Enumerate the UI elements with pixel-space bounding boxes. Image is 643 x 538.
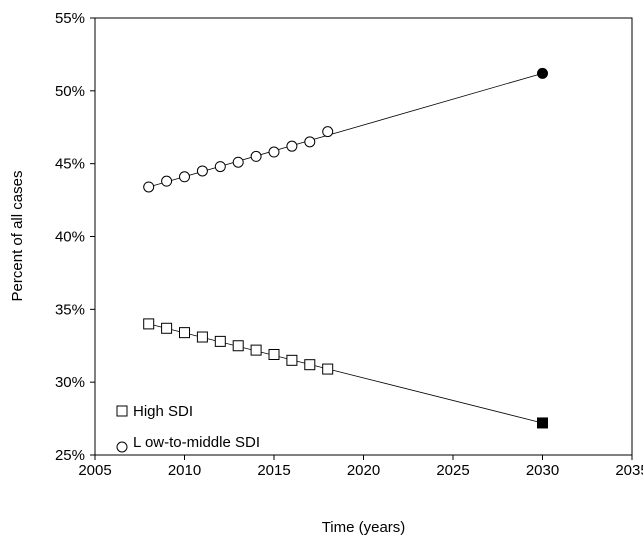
projection-point-high-sdi	[537, 417, 548, 429]
data-point-low-to-middle-sdi	[214, 161, 226, 173]
legend-label-high-sdi: High SDI	[133, 403, 193, 420]
data-point-low-to-middle-sdi	[250, 150, 262, 162]
projection-point-low-to-middle-sdi	[537, 67, 548, 79]
x-tick-label: 2010	[168, 462, 201, 479]
legend-square-marker	[116, 405, 128, 417]
y-axis-title: Percent of all cases	[9, 171, 26, 302]
trend-line-low-to-middle-sdi	[148, 72, 543, 188]
data-point-low-to-middle-sdi	[322, 126, 334, 138]
y-tick-label: 35%	[55, 301, 85, 318]
data-point-high-sdi	[322, 363, 334, 375]
data-point-low-to-middle-sdi	[232, 156, 244, 168]
trend-lines	[148, 72, 543, 424]
data-point-high-sdi	[143, 318, 155, 330]
y-tick-label: 55%	[55, 10, 85, 27]
data-point-low-to-middle-sdi	[179, 171, 190, 183]
data-point-low-to-middle-sdi	[143, 181, 155, 193]
ticks-layer: 2005 2010 2015 2020 2025 2030 2035 25% 30% 35% 40%…	[55, 10, 643, 479]
x-tick-label: 2035	[615, 462, 643, 479]
data-point-high-sdi	[304, 359, 316, 371]
data-point-low-to-middle-sdi	[161, 175, 173, 187]
data-point-high-sdi	[232, 340, 244, 352]
data-point-high-sdi	[196, 331, 208, 343]
data-point-low-to-middle-sdi	[304, 136, 316, 148]
data-point-high-sdi	[250, 344, 262, 356]
data-point-high-sdi	[214, 335, 226, 347]
y-tick-label: 45%	[55, 156, 85, 173]
data-point-high-sdi	[268, 348, 280, 360]
legend-circle-marker	[116, 441, 128, 453]
y-tick-label: 40%	[55, 229, 85, 246]
data-point-high-sdi	[179, 327, 190, 339]
data-point-low-to-middle-sdi	[268, 146, 280, 158]
plot-area	[94, 17, 633, 456]
y-tick-label: 30%	[55, 374, 85, 391]
data-points	[143, 67, 548, 429]
trend-line-high-sdi	[148, 323, 543, 424]
x-tick-label: 2005	[78, 462, 111, 479]
x-tick-label: 2030	[526, 462, 559, 479]
data-point-high-sdi	[161, 322, 173, 334]
data-point-high-sdi	[286, 354, 298, 366]
y-tick-label: 25%	[55, 447, 85, 464]
x-axis-title: Time (years)	[322, 519, 406, 536]
x-tick-label: 2020	[347, 462, 380, 479]
data-point-low-to-middle-sdi	[286, 140, 298, 152]
y-tick-label: 50%	[55, 83, 85, 100]
legend-label-low-to-middle-sdi: L ow-to-middle SDI	[133, 434, 260, 451]
legend: High SDI L ow-to-middle SDI	[116, 403, 260, 453]
x-tick-label: 2025	[436, 462, 469, 479]
x-tick-label: 2015	[257, 462, 290, 479]
data-point-low-to-middle-sdi	[196, 165, 208, 177]
